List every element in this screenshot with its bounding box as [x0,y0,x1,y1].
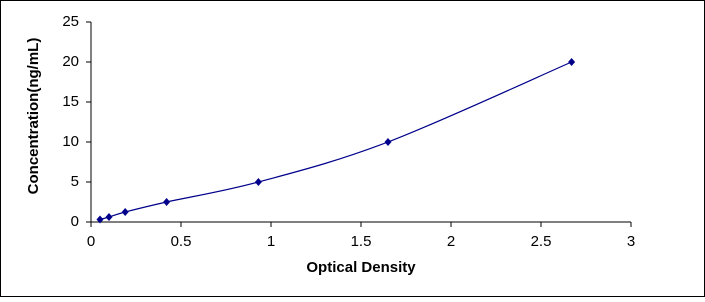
y-tick-label: 10 [62,133,79,150]
point [568,58,576,66]
y-tick-label: 20 [62,53,79,70]
x-tick-label: 1 [267,233,275,250]
x-tick-label: 2.5 [531,233,552,250]
y-tick-label: 5 [71,173,79,190]
point [121,208,129,216]
point [96,215,104,224]
y-axis-label: Concentration(ng/mL) [25,38,42,195]
point [163,198,171,206]
x-tick-label: 0 [87,233,95,250]
point [105,213,113,221]
x-tick-label: 0.5 [171,233,192,250]
x-axis-label: Optical Density [306,259,416,276]
y-tick-label: 0 [71,213,79,230]
y-tick-label: 15 [62,93,79,110]
x-tick-label: 1.5 [351,233,372,250]
y-tick-label: 25 [62,13,79,30]
x-tick-label: 2 [447,233,455,250]
x-tick-label: 3 [627,233,635,250]
point [254,178,262,186]
point [384,138,392,146]
